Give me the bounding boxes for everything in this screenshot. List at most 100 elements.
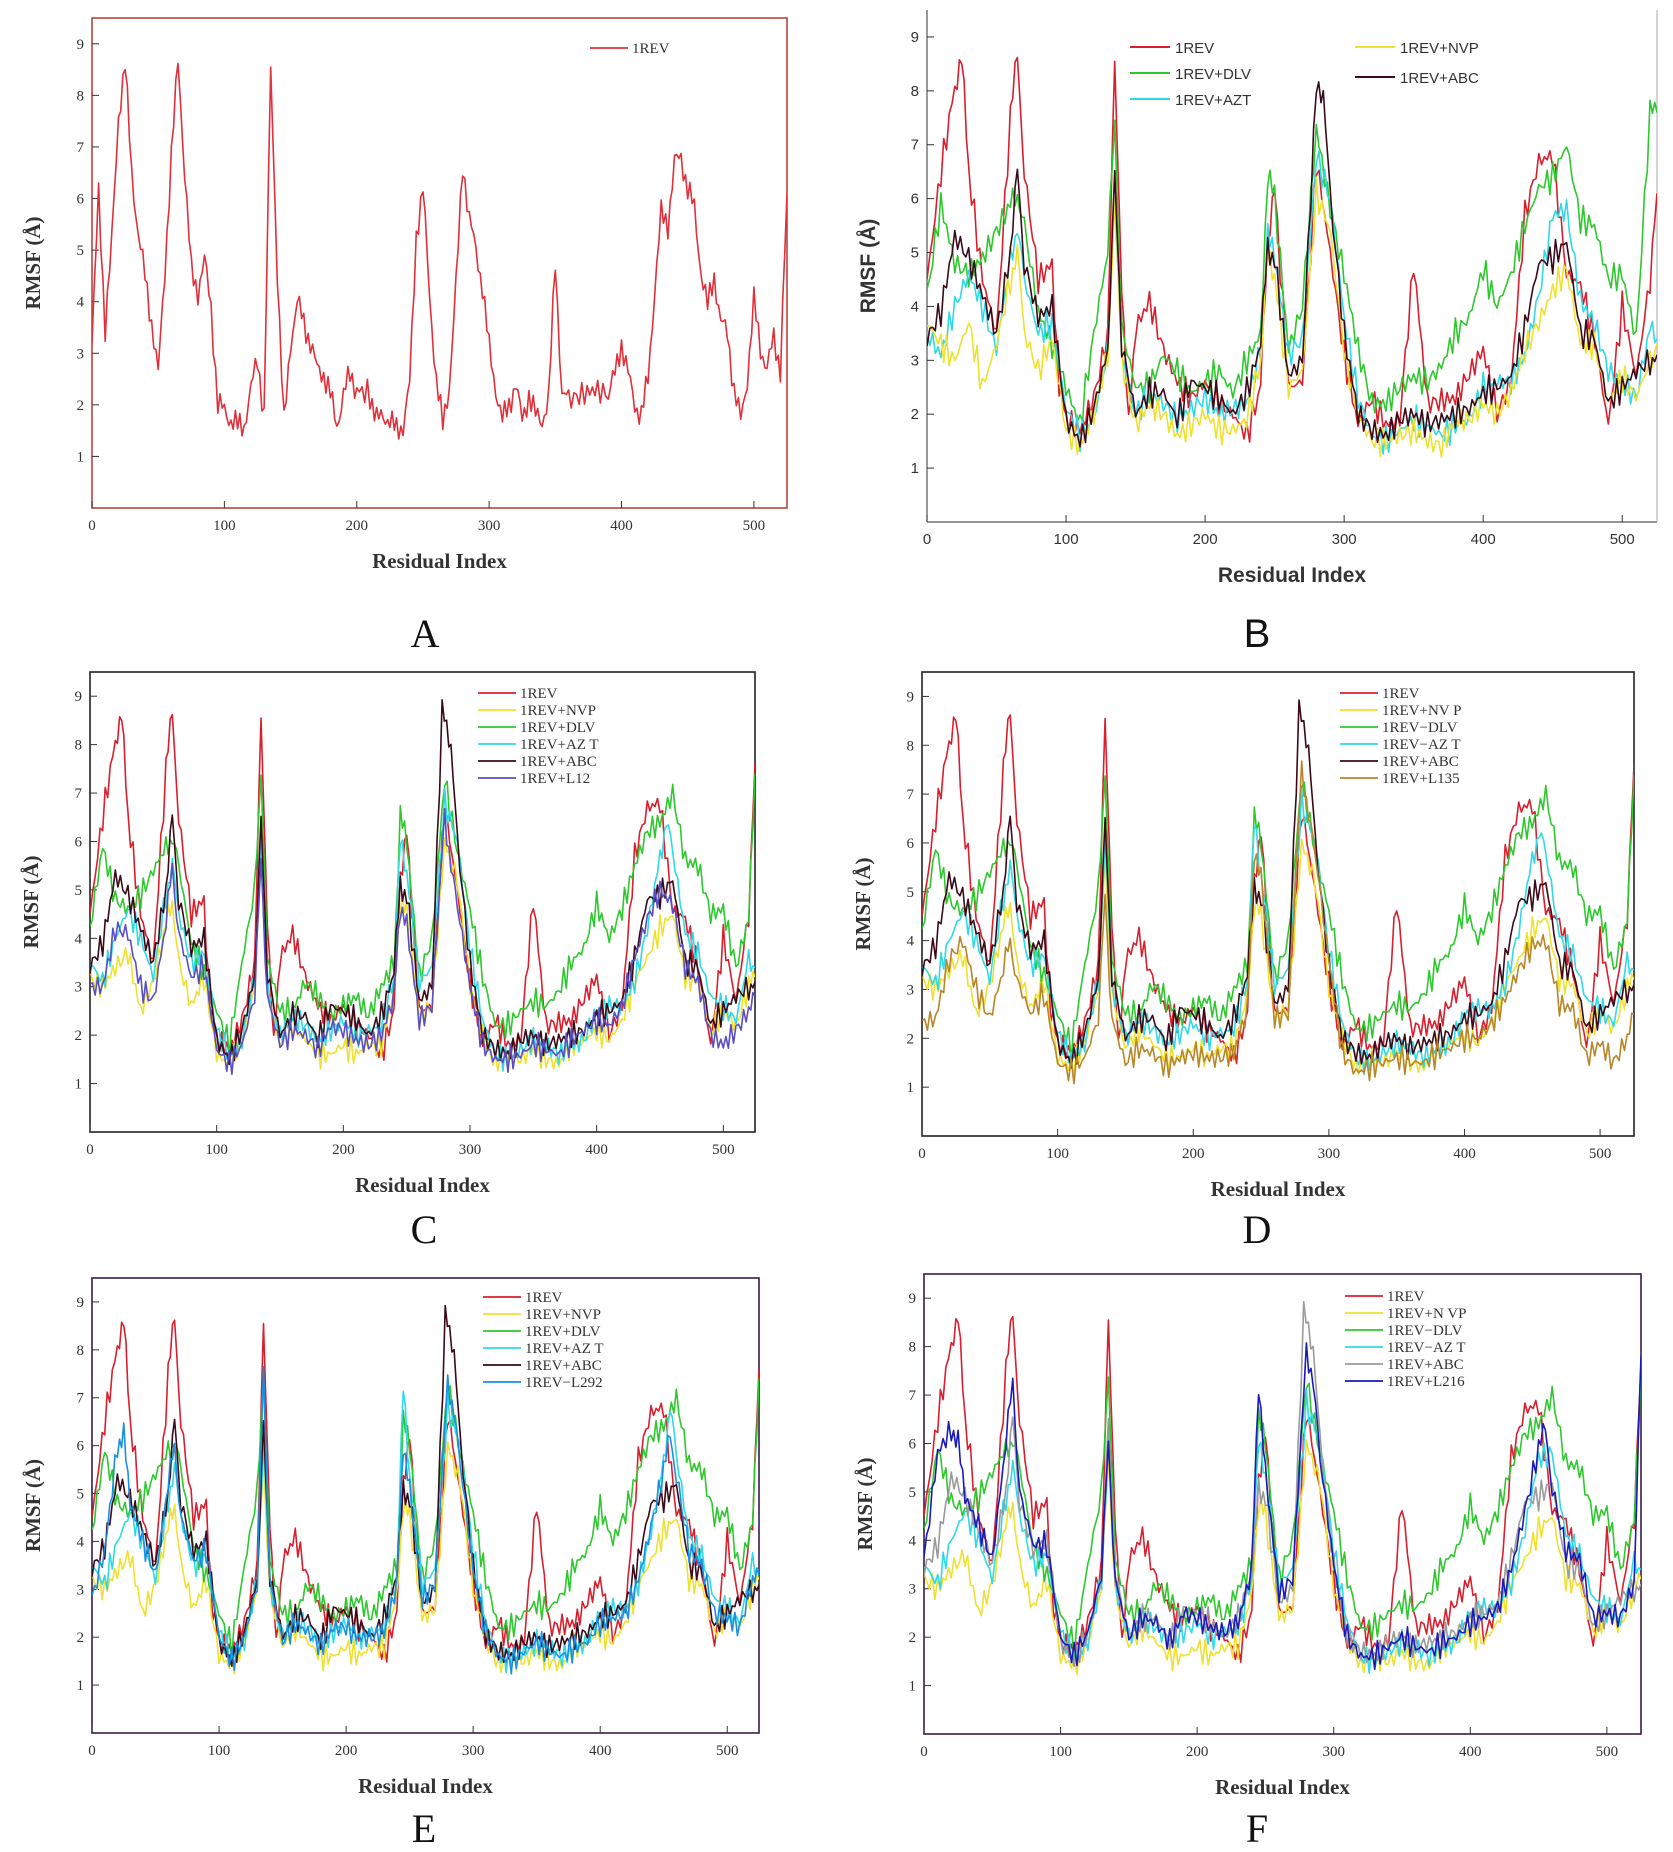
series-line-1rev-abc xyxy=(90,699,755,1066)
x-tick-label: 400 xyxy=(610,518,633,534)
y-tick-label: 4 xyxy=(911,298,919,315)
panel-d: 1 2 3 4 5 6 7 8 9 0 100 200 300 400 500 Residual Index R… xyxy=(851,671,1635,1252)
legend-label: 1REV+AZ T xyxy=(520,737,599,753)
series-line-1rev xyxy=(92,62,787,440)
legend-label: 1REV+ABC xyxy=(520,754,597,770)
legend-label: 1REV xyxy=(1175,40,1214,57)
legend-label: 1REV+DLV xyxy=(1175,66,1251,83)
x-tick-label: 300 xyxy=(1318,1146,1341,1162)
series-line-1rev-az-t xyxy=(922,788,1634,1076)
y-tick-label: 1 xyxy=(77,1678,85,1694)
x-tick-label: 500 xyxy=(712,1142,735,1158)
legend-label: 1REV+L12 xyxy=(520,771,590,787)
y-tick-label: 4 xyxy=(77,1534,85,1550)
legend-label: 1REV−DLV xyxy=(1387,1323,1463,1339)
x-tick-label: 500 xyxy=(1596,1744,1619,1760)
legend-label: 1REV xyxy=(1387,1289,1425,1305)
legend-label: 1REV+NVP xyxy=(520,703,596,719)
y-tick-label: 5 xyxy=(907,885,915,901)
plot-frame xyxy=(921,671,1635,1137)
y-tick-label: 6 xyxy=(77,1439,85,1455)
series-line-1rev-dlv xyxy=(927,99,1657,424)
legend-label: 1REV−AZ T xyxy=(1387,1340,1466,1356)
series-line-1rev-az-t xyxy=(90,787,755,1072)
x-tick-label: 200 xyxy=(335,1743,358,1759)
panel-c: 1 2 3 4 5 6 7 8 9 0 100 200 300 400 500 Residual Index R… xyxy=(19,671,756,1252)
y-tick-label: 7 xyxy=(77,140,85,156)
panel-letter: E xyxy=(412,1806,436,1851)
y-tick-label: 8 xyxy=(77,88,85,104)
series-line-1rev-nvp xyxy=(92,1441,759,1675)
x-tick-label: 300 xyxy=(1322,1744,1345,1760)
legend-label: 1REV+ABC xyxy=(525,1358,602,1374)
x-tick-label: 0 xyxy=(88,1743,96,1759)
legend: 1REV 1REV+DLV 1REV+AZT 1REV+NVP 1REV+ABC xyxy=(1130,40,1479,109)
y-tick-label: 1 xyxy=(911,460,919,477)
y-tick-label: 9 xyxy=(77,37,85,53)
x-tick-label: 100 xyxy=(1054,531,1079,548)
y-tick-label: 6 xyxy=(907,836,915,852)
y-tick-label: 4 xyxy=(75,931,83,947)
y-tick-label: 9 xyxy=(77,1295,85,1311)
y-tick-label: 4 xyxy=(77,295,85,311)
x-tick-label: 300 xyxy=(478,518,501,534)
y-axis-title: RMSF (Å) xyxy=(21,1459,45,1552)
series-line-1rev-nvp xyxy=(90,837,755,1074)
y-tick-label: 8 xyxy=(907,738,915,754)
y-tick-label: 8 xyxy=(75,738,83,754)
x-tick-label: 300 xyxy=(459,1142,482,1158)
y-tick-label: 6 xyxy=(77,192,85,208)
x-tick-label: 200 xyxy=(346,518,369,534)
series-line-1rev-nvp xyxy=(927,176,1657,458)
y-tick-label: 5 xyxy=(909,1485,917,1501)
y-tick-label: 2 xyxy=(907,1031,915,1047)
panel-letter: C xyxy=(411,1207,438,1252)
panel-letter: F xyxy=(1246,1806,1268,1851)
x-tick-label: 200 xyxy=(1193,531,1218,548)
legend-label: 1REV xyxy=(1382,686,1420,702)
y-tick-label: 9 xyxy=(75,689,83,705)
y-tick-label: 3 xyxy=(75,980,83,996)
y-tick-label: 2 xyxy=(77,1630,85,1646)
panel-letter: A xyxy=(411,611,440,656)
x-tick-label: 0 xyxy=(923,531,931,548)
legend-label: 1REV+NV P xyxy=(1382,703,1461,719)
y-tick-label: 9 xyxy=(911,29,919,46)
x-tick-label: 400 xyxy=(1459,1744,1482,1760)
y-tick-label: 5 xyxy=(75,883,83,899)
x-tick-label: 0 xyxy=(88,518,96,534)
plot-frame xyxy=(89,671,756,1133)
legend-label: 1REV−L292 xyxy=(525,1375,603,1391)
x-tick-label: 100 xyxy=(1046,1146,1069,1162)
legend-label: 1REV+ABC xyxy=(1400,70,1479,87)
plot-frame xyxy=(923,1273,1642,1735)
legend-label: 1REV+ABC xyxy=(1387,1357,1464,1373)
legend-label: 1REV xyxy=(525,1290,563,1306)
y-tick-label: 2 xyxy=(909,1630,917,1646)
panel-letter: D xyxy=(1243,1207,1272,1252)
y-tick-label: 3 xyxy=(77,346,85,362)
y-tick-label: 1 xyxy=(907,1080,915,1096)
legend-label: 1REV+L216 xyxy=(1387,1374,1465,1390)
y-tick-label: 1 xyxy=(909,1679,917,1695)
x-tick-label: 200 xyxy=(1182,1146,1205,1162)
series-line-1rev-l12 xyxy=(90,807,755,1076)
y-tick-label: 8 xyxy=(909,1340,917,1356)
x-tick-label: 100 xyxy=(205,1142,228,1158)
series-line-1rev-n-vp xyxy=(924,1439,1641,1676)
series-line-1rev-l135 xyxy=(922,760,1634,1085)
legend-label: 1REV+NVP xyxy=(1400,40,1479,57)
y-tick-label: 7 xyxy=(77,1391,85,1407)
x-tick-label: 300 xyxy=(462,1743,485,1759)
x-tick-label: 200 xyxy=(1186,1744,1209,1760)
x-tick-label: 400 xyxy=(1453,1146,1476,1162)
y-tick-label: 1 xyxy=(75,1077,83,1093)
x-tick-label: 100 xyxy=(1049,1744,1072,1760)
y-tick-label: 9 xyxy=(907,689,915,705)
x-axis-title: Residual Index xyxy=(358,1774,493,1798)
series-line-1rev-l292 xyxy=(92,1365,759,1675)
y-tick-label: 5 xyxy=(77,1487,85,1503)
